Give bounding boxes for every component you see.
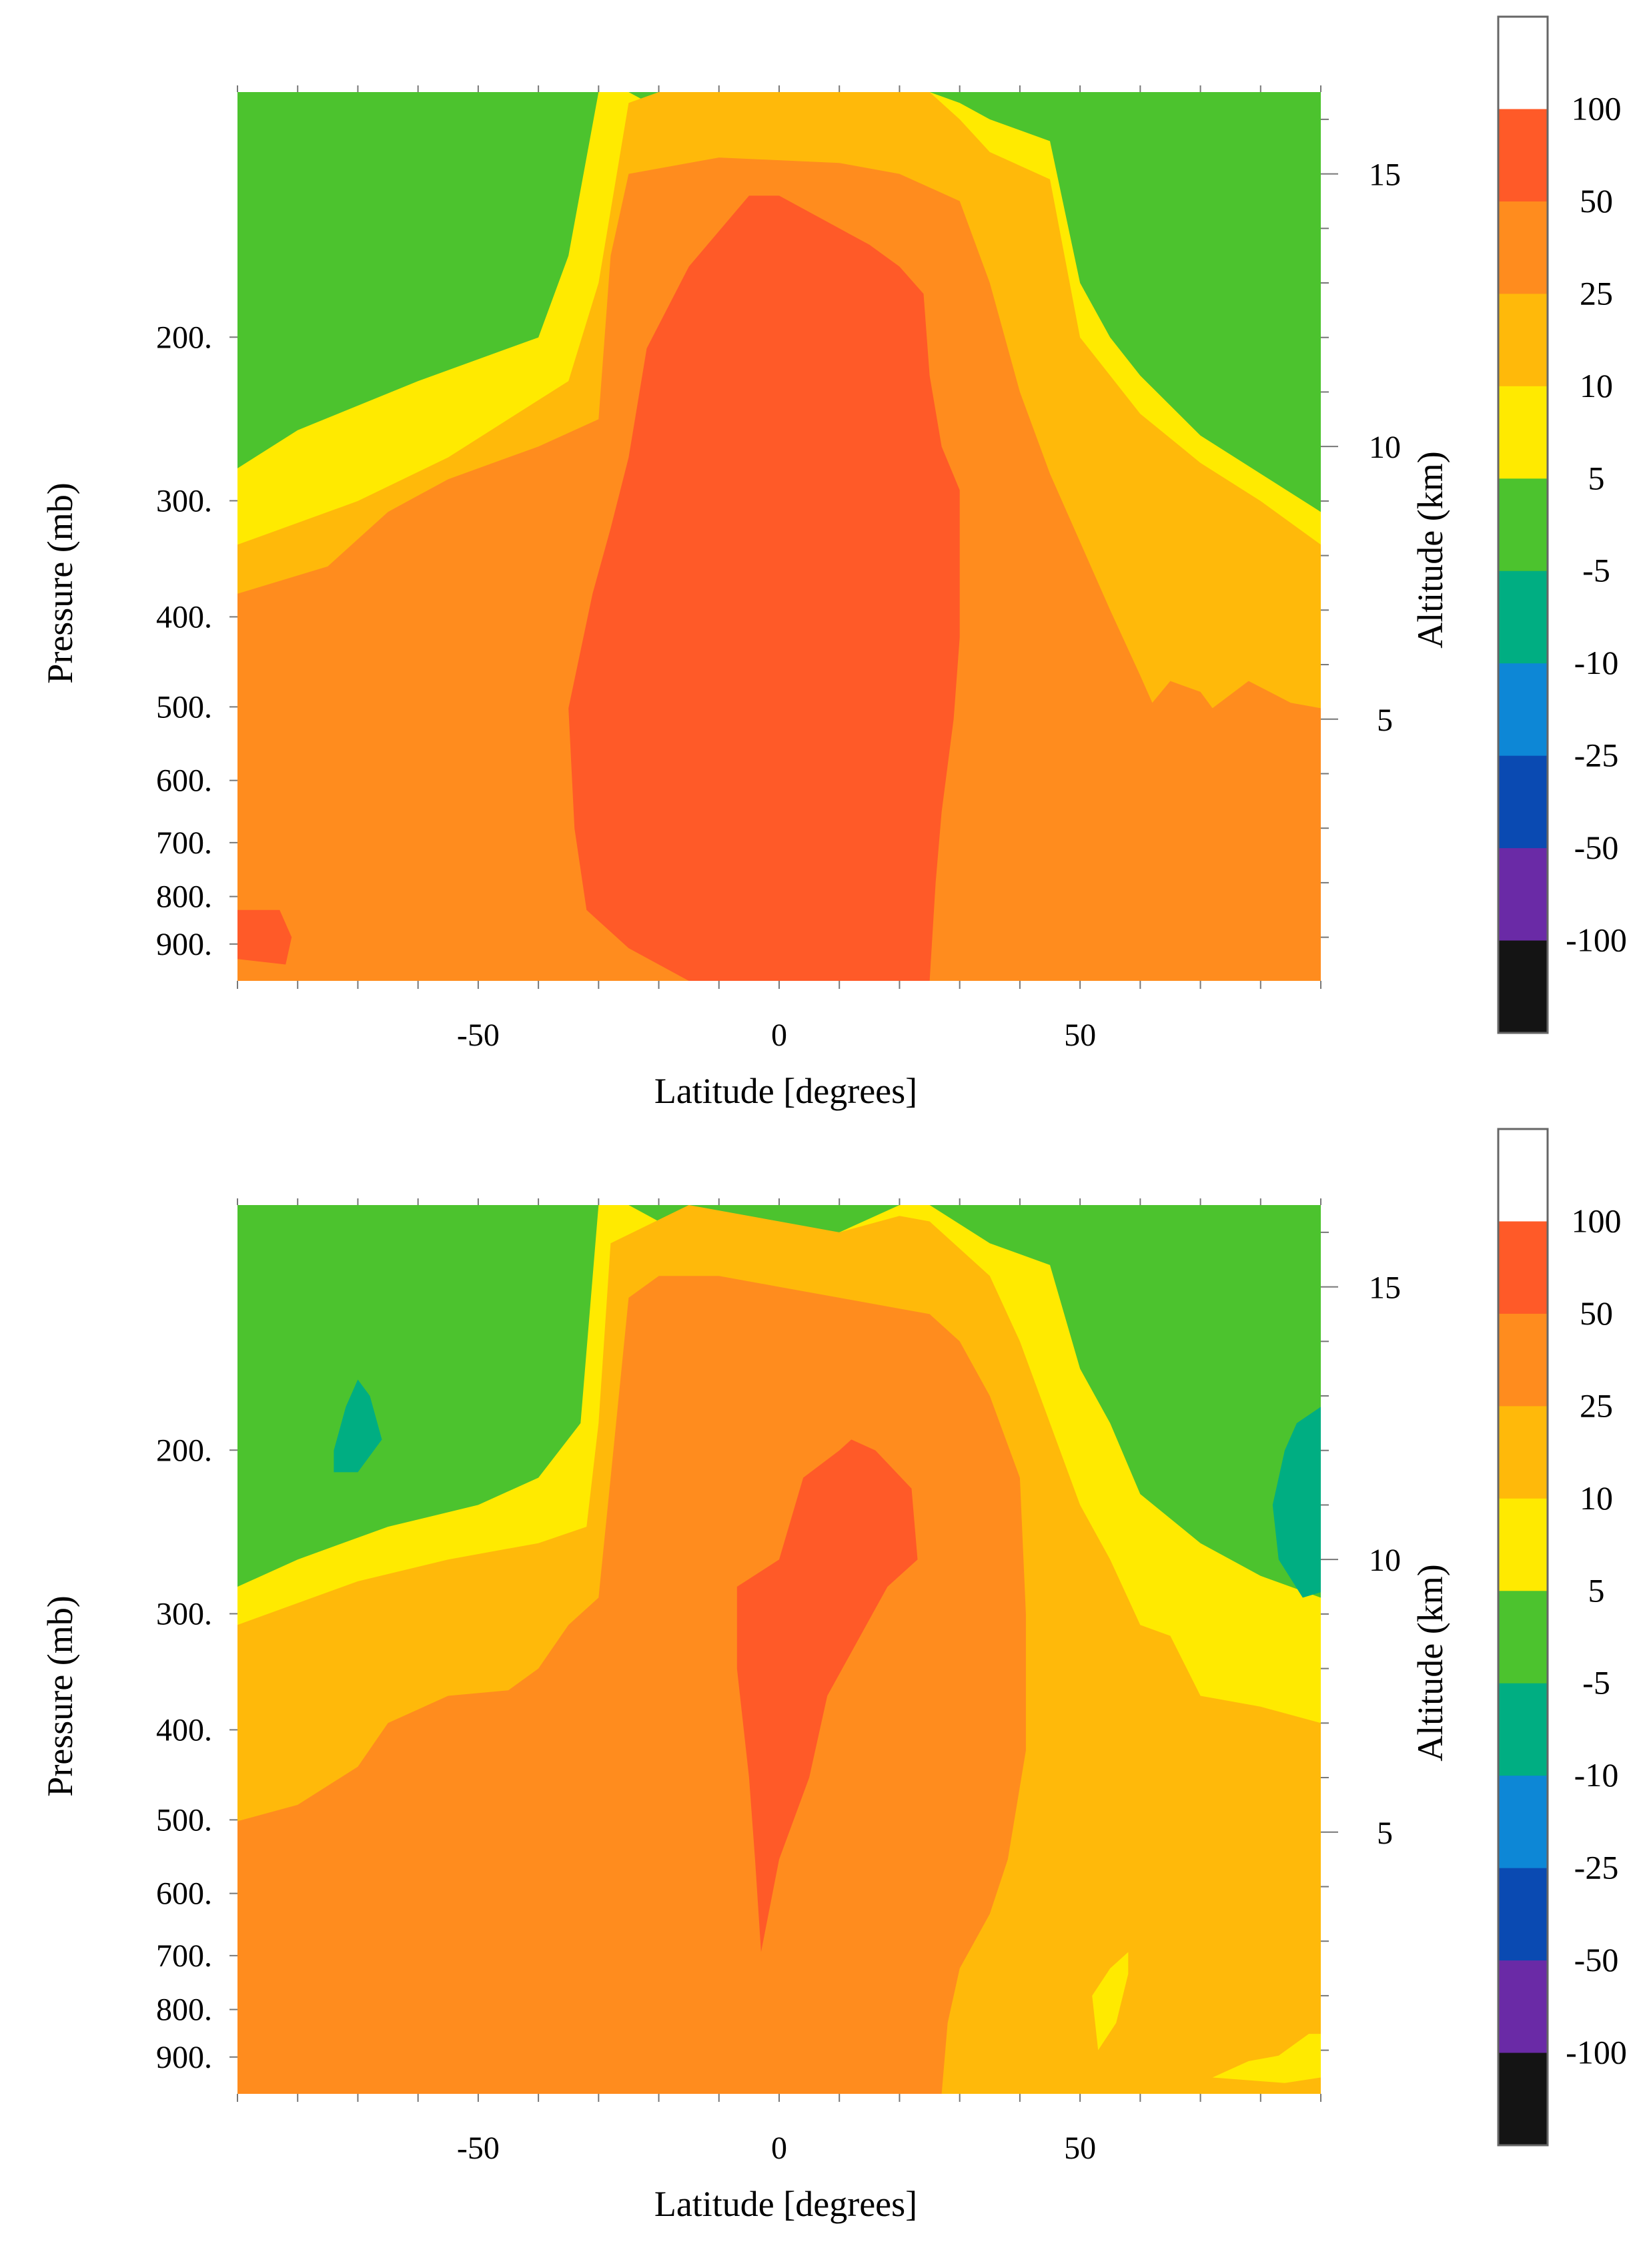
x-tick-label: 50 [1064,2131,1096,2166]
y-axis-label: Pressure (mb) [40,482,80,683]
pressure-tick-label: 900. [156,927,212,962]
colorbar-swatch [1498,848,1548,941]
contour-fills [237,92,1321,981]
colorbar-label: -5 [1582,1664,1610,1702]
colorbar-swatch [1498,940,1548,1034]
x-tick-label: -50 [457,1018,500,1053]
contour-region-5 [237,909,292,965]
pressure-tick-label: 700. [156,1938,212,1974]
pressure-tick-label: 200. [156,1433,212,1468]
y2-axis-label: Altitude (km) [1410,451,1450,648]
colorbar-swatch [1498,571,1548,664]
colorbar-swatch [1498,1406,1548,1499]
colorbar-swatch [1498,1129,1548,1222]
pressure-tick-label: 700. [156,825,212,861]
altitude-tick-label: 5 [1377,703,1393,738]
colorbar-label: 100 [1572,89,1622,127]
contour-fills [237,1205,1321,2094]
colorbar-swatch [1498,1591,1548,1684]
contour-region-6 [1272,1407,1321,1598]
colorbar-swatch [1498,478,1548,572]
colorbar-swatch [1498,1683,1548,1776]
colorbar-swatch [1498,1776,1548,1869]
x-axis-label: Latitude [degrees] [654,2184,917,2224]
colorbar-swatch [1498,1498,1548,1591]
contour-region-8 [1212,2034,1321,2083]
pressure-tick-label: 300. [156,483,212,518]
colorbar-swatch [1498,109,1548,202]
colorbar-swatch [1498,755,1548,849]
contour-panel-1: -50 0 50 200. 300. 400. 500. 600. 700. 800. 900. 5 1… [40,85,1450,1111]
altitude-tick-label: 10 [1369,1543,1401,1578]
y-axis-label: Pressure (mb) [40,1595,80,1796]
contour-panel-2: -50 0 50 200. 300. 400. 500. 600. 700. 800. 900. 5 1… [40,1198,1450,2224]
colorbar-label: 10 [1580,1479,1613,1517]
x-tick-label: 0 [771,1018,787,1053]
altitude-tick-label: 15 [1369,1270,1401,1306]
colorbar-label: -100 [1566,2034,1627,2071]
colorbar-label: -25 [1574,1849,1619,1886]
pressure-tick-label: 500. [156,1802,212,1838]
contour-region-5 [334,1379,382,1473]
colorbar-label: 5 [1588,459,1605,496]
colorbar-label: -50 [1574,829,1619,866]
colorbar-swatch [1498,2052,1548,2146]
colorbar-label: -10 [1574,1756,1619,1794]
y2-axis-label: Altitude (km) [1410,1564,1450,1761]
colorbar-label: -5 [1582,552,1610,589]
colorbar-label: -100 [1566,921,1627,959]
colorbar-label: 5 [1588,1571,1605,1609]
colorbar-swatch [1498,1868,1548,1961]
colorbar-label: 100 [1572,1202,1622,1239]
colorbar-label: -25 [1574,737,1619,774]
colorbar-1: 100 50 25 10 5 -5 -10 -25 -50 -100 [1497,15,1627,1034]
altitude-tick-label: 10 [1369,430,1401,465]
pressure-tick-label: 800. [156,879,212,915]
contour-region-4 [736,1439,918,1952]
pressure-tick-label: 600. [156,763,212,799]
pressure-tick-label: 900. [156,2040,212,2075]
colorbar-label: -10 [1574,644,1619,681]
colorbar-swatch [1498,201,1548,294]
colorbar-label: 25 [1580,274,1613,312]
x-tick-label: -50 [457,2131,500,2166]
colorbar-label: 50 [1580,182,1613,220]
contour-region-7 [1092,1952,1129,2050]
pressure-tick-label: 300. [156,1596,212,1631]
pressure-tick-label: 400. [156,1712,212,1748]
pressure-tick-label: 800. [156,1992,212,2028]
pressure-tick-label: 500. [156,689,212,725]
colorbar-swatch [1498,294,1548,387]
pressure-tick-label: 200. [156,320,212,355]
colorbar-2: 100 50 25 10 5 -5 -10 -25 -50 -100 [1497,1128,1627,2147]
colorbar-swatch [1498,1313,1548,1407]
altitude-tick-label: 15 [1369,157,1401,193]
x-tick-label: 0 [771,2131,787,2166]
colorbar-label: 25 [1580,1387,1613,1424]
colorbar-label: 10 [1580,367,1613,404]
colorbar-swatch [1498,663,1548,757]
colorbar-label: -50 [1574,1941,1619,1978]
contour-region-4 [568,196,960,981]
colorbar-swatch [1498,17,1548,109]
x-axis-label: Latitude [degrees] [654,1071,917,1111]
colorbar-label: 50 [1580,1294,1613,1332]
altitude-tick-label: 5 [1377,1816,1393,1851]
x-tick-label: 50 [1064,1018,1096,1053]
pressure-tick-label: 400. [156,599,212,635]
colorbar-frame [1497,1128,1549,2147]
pressure-tick-label: 600. [156,1876,212,1912]
colorbar-swatch [1498,1221,1548,1314]
colorbar-swatch [1498,1960,1548,2054]
colorbar-frame [1497,15,1549,1034]
colorbar-swatch [1498,386,1548,479]
